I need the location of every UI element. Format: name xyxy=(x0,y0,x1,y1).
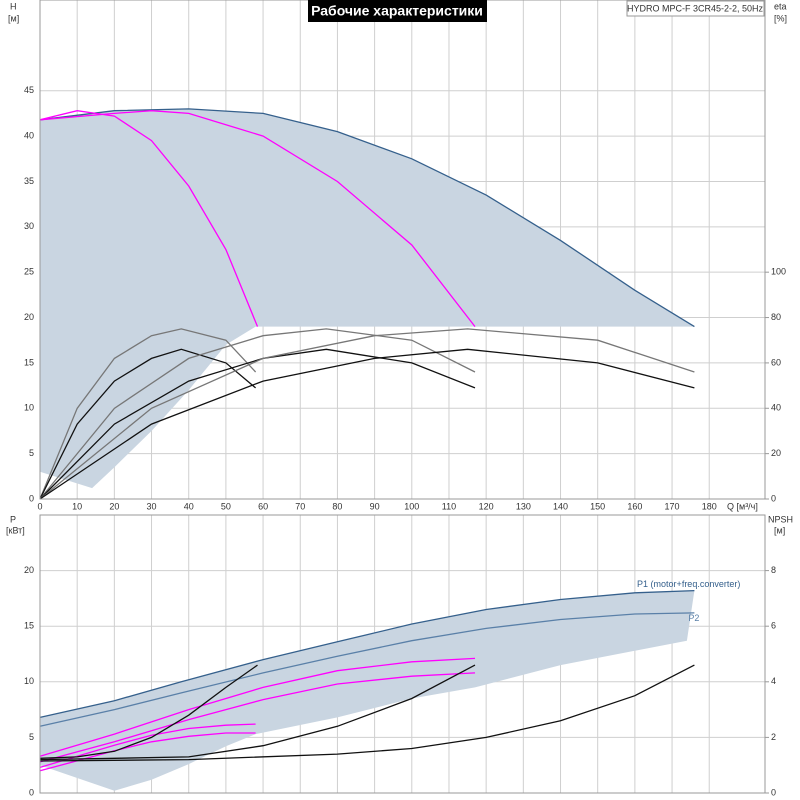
y2-tick-label: 4 xyxy=(771,676,776,686)
y-tick-label: 5 xyxy=(29,732,34,742)
curve xyxy=(39,328,695,500)
y-tick-label: 10 xyxy=(24,676,34,686)
series-layer xyxy=(39,108,695,500)
series-layer xyxy=(39,589,695,791)
y-tick-label: 10 xyxy=(24,403,34,413)
x-tick-label: 10 xyxy=(72,501,82,511)
curve xyxy=(39,348,695,500)
top-plot-frame xyxy=(39,0,766,500)
y-tick-label: 0 xyxy=(29,787,34,797)
series-label: P1 (motor+freq.converter) xyxy=(637,579,740,589)
x-tick-label: 20 xyxy=(109,501,119,511)
y2-unit: [%] xyxy=(774,13,787,23)
curve xyxy=(39,664,258,759)
x-tick-label: 40 xyxy=(184,501,194,511)
curve xyxy=(39,612,695,727)
y-tick-label: 15 xyxy=(24,357,34,367)
y-tick-label: 0 xyxy=(29,493,34,503)
y-tick-label: 45 xyxy=(24,85,34,95)
y2-tick-label: 2 xyxy=(771,732,776,742)
y2-tick-label: 40 xyxy=(771,403,781,413)
x-tick-label: 30 xyxy=(147,501,157,511)
y2-tick-label: 8 xyxy=(771,565,776,575)
y2-tick-label: 20 xyxy=(771,448,781,458)
x-tick-label: 50 xyxy=(221,501,231,511)
y2-tick-label: 60 xyxy=(771,357,781,367)
y-tick-label: 25 xyxy=(24,267,34,277)
x-tick-label: 120 xyxy=(479,501,494,511)
curve xyxy=(39,348,257,500)
curve xyxy=(39,328,476,500)
y2-label: eta xyxy=(774,1,787,11)
y-tick-label: 20 xyxy=(24,565,34,575)
y-tick-label: 35 xyxy=(24,176,34,186)
area xyxy=(40,108,695,489)
curve xyxy=(39,657,476,757)
y-unit: [м] xyxy=(8,13,19,23)
y-tick-label: 40 xyxy=(24,130,34,140)
y-tick-label: 15 xyxy=(24,621,34,631)
title-box xyxy=(308,0,487,22)
bottom-plot-frame xyxy=(39,514,766,794)
x-tick-label: 160 xyxy=(627,501,642,511)
curve xyxy=(39,589,695,719)
y2-tick-label: 80 xyxy=(771,312,781,322)
y2-tick-label: 0 xyxy=(771,493,776,503)
plot-layer: 0 10 20 30 40 50 60 70 80 90 100 110 120 130 140 150 160… xyxy=(24,0,786,797)
y2-tick-label: 100 xyxy=(771,267,786,277)
x-tick-label: 110 xyxy=(442,501,456,511)
x-tick-label: 130 xyxy=(516,501,531,511)
curve xyxy=(39,110,476,327)
x-label: Q [м³/ч] xyxy=(727,501,758,511)
curve xyxy=(39,110,259,327)
x-tick-label: 140 xyxy=(553,501,568,511)
x-tick-label: 80 xyxy=(332,501,342,511)
chart-subtitle: HYDRO MPC-F 3CR45-2-2, 50Hz xyxy=(627,3,764,13)
y2-tick-label: 6 xyxy=(771,621,776,631)
y2-unit: [м] xyxy=(774,525,785,535)
curve xyxy=(39,672,476,763)
x-tick-label: 60 xyxy=(258,501,268,511)
area xyxy=(40,590,695,791)
curve xyxy=(39,108,695,328)
y-tick-label: 20 xyxy=(24,312,34,322)
curve xyxy=(39,664,695,762)
x-tick-label: 0 xyxy=(37,501,42,511)
curve xyxy=(39,664,476,761)
x-tick-label: 70 xyxy=(295,501,305,511)
series-label: P2 xyxy=(688,613,699,623)
y2-label: NPSH xyxy=(768,514,793,524)
y-tick-label: 30 xyxy=(24,221,34,231)
curve xyxy=(39,328,257,500)
y-label: P xyxy=(10,514,16,524)
y2-tick-label: 0 xyxy=(771,787,776,797)
y-unit: [кВт] xyxy=(6,525,25,535)
y-tick-label: 5 xyxy=(29,448,34,458)
x-tick-label: 90 xyxy=(370,501,380,511)
x-tick-label: 100 xyxy=(404,501,419,511)
subtitle-box xyxy=(626,0,765,17)
x-tick-label: 150 xyxy=(590,501,605,511)
y-label: H xyxy=(10,1,17,11)
chart-title: Рабочие характеристики xyxy=(311,3,483,19)
x-tick-label: 170 xyxy=(665,501,680,511)
x-tick-label: 180 xyxy=(702,501,717,511)
